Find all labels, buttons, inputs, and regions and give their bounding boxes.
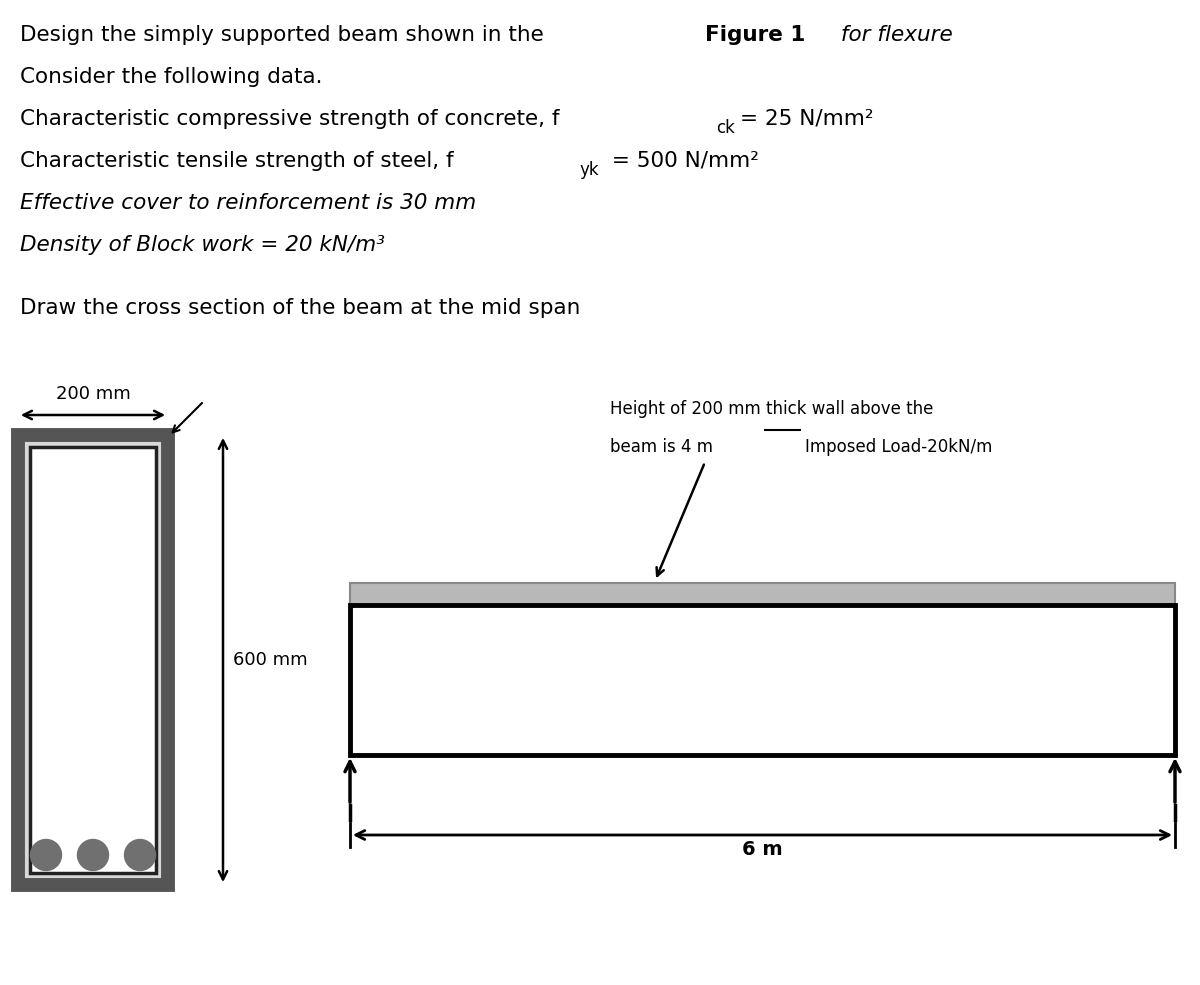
Text: Consider the following data.: Consider the following data. xyxy=(20,67,323,87)
Circle shape xyxy=(78,839,108,871)
Text: Characteristic compressive strength of concrete, f: Characteristic compressive strength of c… xyxy=(20,109,559,129)
Text: = 500 N/mm²: = 500 N/mm² xyxy=(605,151,758,171)
Text: Effective cover to reinforcement is 30 mm: Effective cover to reinforcement is 30 m… xyxy=(20,193,476,213)
Text: Characteristic tensile strength of steel, f: Characteristic tensile strength of steel… xyxy=(20,151,454,171)
Text: beam is 4 m: beam is 4 m xyxy=(610,438,713,456)
Bar xyxy=(18,435,168,885)
Text: 200 mm: 200 mm xyxy=(55,385,131,403)
Text: 6 m: 6 m xyxy=(742,840,782,859)
Text: Draw the cross section of the beam at the mid span: Draw the cross section of the beam at th… xyxy=(20,298,581,318)
Circle shape xyxy=(125,839,156,871)
Text: Design the simply supported beam shown in the: Design the simply supported beam shown i… xyxy=(20,25,551,45)
Text: Density of Block work = 20 kN/m³: Density of Block work = 20 kN/m³ xyxy=(20,235,385,255)
Bar xyxy=(350,583,1175,605)
Text: 600 mm: 600 mm xyxy=(233,651,307,669)
Text: ck: ck xyxy=(716,119,736,137)
Text: = 25 N/mm²: = 25 N/mm² xyxy=(740,109,874,129)
Circle shape xyxy=(30,839,61,871)
Text: yk: yk xyxy=(580,161,599,179)
Text: Height of 200 mm thick wall above the: Height of 200 mm thick wall above the xyxy=(610,400,934,418)
Text: Imposed Load-20kN/m: Imposed Load-20kN/m xyxy=(805,438,992,456)
Bar xyxy=(30,447,156,873)
Text: Figure 1: Figure 1 xyxy=(704,25,805,45)
Bar xyxy=(350,605,1175,755)
Text: for flexure: for flexure xyxy=(834,25,953,45)
